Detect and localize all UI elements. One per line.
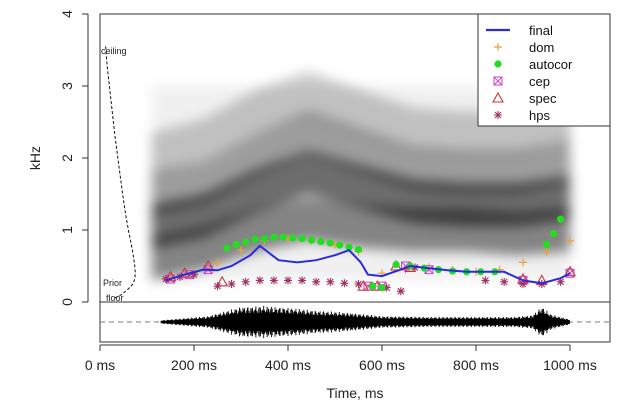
y-tick-label: 3	[59, 82, 75, 90]
legend: final dom autocor cep spec hps	[477, 13, 611, 127]
point-autocor	[270, 233, 278, 241]
legend-item-cep: cep	[493, 74, 550, 89]
point-hps	[326, 277, 335, 286]
point-hps	[241, 277, 250, 286]
point-spec	[216, 275, 229, 287]
point-autocor	[336, 241, 344, 249]
x-tick-label: 1000 ms	[543, 357, 597, 373]
point-dom	[213, 258, 222, 267]
point-autocor	[289, 234, 297, 242]
point-autocor	[232, 240, 240, 248]
y-axis-title: kHz	[27, 146, 43, 170]
point-hps	[519, 280, 527, 288]
series-line-final	[165, 244, 571, 285]
point-hps	[255, 276, 264, 285]
point-autocor	[557, 215, 565, 223]
point-autocor	[317, 237, 325, 246]
legend-label-final: final	[529, 23, 553, 38]
legend-marker-dom	[494, 43, 502, 51]
point-hps	[500, 277, 509, 286]
point-autocor	[542, 240, 551, 248]
point-hps	[190, 270, 198, 279]
legend-label-dom: dom	[529, 40, 554, 55]
point-hps	[298, 276, 307, 285]
y-tick-label: 1	[59, 226, 75, 234]
legend-item-dom: dom	[494, 40, 554, 55]
legend-item-hps: hps	[494, 108, 550, 123]
legend-label-autocor: autocor	[529, 57, 573, 72]
floor-label: floor	[106, 293, 124, 303]
point-hps	[213, 282, 222, 291]
point-dom	[542, 247, 551, 256]
legend-label-cep: cep	[529, 74, 550, 89]
waveform	[160, 305, 570, 339]
legend-box	[477, 13, 611, 127]
prior-label: Prior	[103, 278, 122, 288]
x-tick-label: 0 ms	[85, 357, 115, 373]
point-autocor	[392, 260, 400, 269]
point-hps	[284, 276, 292, 285]
point-autocor	[242, 238, 250, 246]
point-dom	[237, 246, 245, 255]
y-tick-label: 2	[59, 154, 75, 162]
point-autocor	[354, 245, 363, 254]
point-autocor	[549, 230, 558, 238]
legend-item-autocor: autocor	[494, 57, 573, 72]
point-autocor	[307, 236, 316, 244]
point-autocor	[345, 243, 353, 251]
plot-frame	[99, 13, 611, 303]
y-tick-label: 0	[59, 298, 75, 306]
legend-marker-spec	[492, 91, 504, 103]
point-hps	[340, 279, 349, 288]
point-autocor	[378, 284, 386, 292]
legend-label-hps: hps	[529, 108, 550, 123]
point-autocor	[298, 235, 306, 243]
pitch-series	[161, 215, 576, 296]
point-hps	[312, 277, 321, 286]
point-autocor	[223, 244, 231, 252]
legend-item-final: final	[486, 23, 553, 38]
point-hps	[382, 283, 391, 292]
legend-label-spec: spec	[529, 91, 557, 106]
waveform-trace	[160, 305, 570, 339]
ceiling-label: ceiling	[101, 46, 127, 56]
point-autocor	[369, 282, 377, 290]
x-axis: 0 ms 200 ms 400 ms 600 ms 800 ms 1000 ms	[85, 344, 597, 373]
point-hps	[481, 276, 490, 285]
point-dom	[519, 258, 527, 267]
prior-line	[105, 46, 136, 299]
y-tick-label: 4	[59, 10, 75, 18]
x-tick-label: 400 ms	[265, 357, 311, 373]
legend-marker-hps	[494, 111, 502, 119]
legend-item-spec: spec	[492, 91, 557, 106]
point-autocor	[251, 235, 259, 243]
point-hps	[354, 280, 363, 288]
point-autocor	[260, 235, 269, 243]
x-tick-label: 600 ms	[359, 357, 405, 373]
prior-curve	[105, 46, 136, 299]
y-axis: 0 1 2 3 4	[59, 10, 89, 306]
legend-marker-autocor	[494, 60, 502, 68]
point-hps	[396, 287, 405, 296]
point-hps	[161, 274, 170, 283]
point-hps	[269, 276, 278, 285]
x-tick-label: 800 ms	[453, 357, 499, 373]
series-final	[165, 244, 571, 285]
legend-marker-cep	[493, 76, 503, 86]
point-dom	[566, 236, 574, 245]
x-tick-label: 200 ms	[171, 357, 217, 373]
point-hps	[227, 280, 236, 288]
point-spec	[178, 267, 191, 278]
x-axis-title: Time, ms	[326, 385, 383, 401]
point-autocor	[326, 239, 334, 247]
point-spec	[564, 265, 576, 277]
point-autocor	[279, 233, 287, 241]
point-hps	[556, 277, 565, 286]
